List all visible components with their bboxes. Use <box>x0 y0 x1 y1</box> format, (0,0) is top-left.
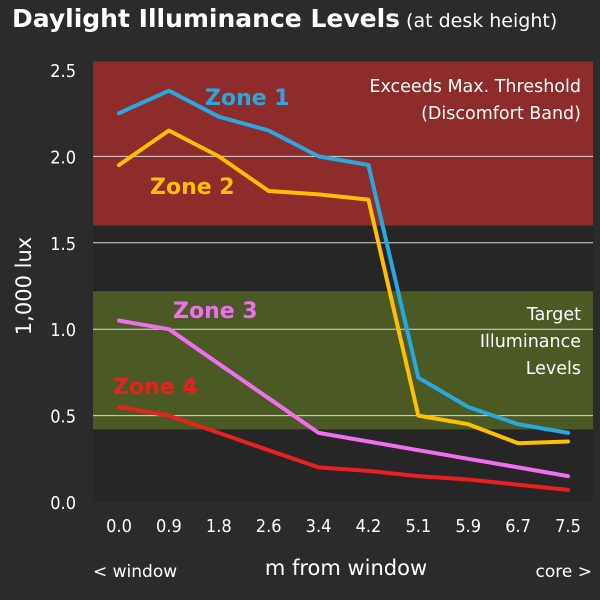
series-label-zone-1: Zone 1 <box>205 86 290 111</box>
x-axis-label: m from window <box>265 556 427 580</box>
x-tick-label: 2.6 <box>256 516 282 537</box>
x-tick-label: 5.9 <box>455 516 481 537</box>
chart-title: Daylight Illuminance Levels (at desk heig… <box>12 4 557 33</box>
y-tick-label: 2.0 <box>50 147 76 168</box>
series-label-zone-2: Zone 2 <box>150 175 235 200</box>
y-tick-label: 1.5 <box>50 234 76 255</box>
x-tick-label: 4.2 <box>356 516 382 537</box>
x-tick-label: 0.9 <box>156 516 182 537</box>
band-target-label: Target <box>526 305 581 325</box>
y-axis-label: 1,000 lux <box>12 237 36 335</box>
y-tick-label: 0.0 <box>50 493 76 514</box>
band-target-label: Illuminance <box>480 332 581 352</box>
x-window-note: < window <box>93 562 177 582</box>
x-tick-label: 5.1 <box>405 516 431 537</box>
series-line-zone-1 <box>117 88 570 435</box>
y-tick-label: 1.0 <box>50 320 76 341</box>
series-label-zone-3: Zone 3 <box>173 299 258 324</box>
chart-subtitle: (at desk height) <box>406 10 558 32</box>
band-exceeds-label: (Discomfort Band) <box>421 104 581 124</box>
band-target-label: Levels <box>526 359 581 379</box>
series-line-zone-2 <box>117 128 570 446</box>
band-target <box>93 291 593 430</box>
y-tick-label: 2.5 <box>50 61 76 82</box>
band-exceeds-label: Exceeds Max. Threshold <box>369 77 581 97</box>
x-tick-label: 7.5 <box>555 516 581 537</box>
series-line-zone-3 <box>117 318 570 479</box>
x-tick-label: 0.0 <box>106 516 132 537</box>
x-tick-label: 1.8 <box>206 516 232 537</box>
chart-title-main: Daylight Illuminance Levels <box>12 4 401 33</box>
x-tick-label: 6.7 <box>505 516 531 537</box>
x-core-note: core > <box>536 562 592 582</box>
x-tick-label: 3.4 <box>306 516 332 537</box>
y-tick-label: 0.5 <box>50 407 76 428</box>
series-line-zone-4 <box>117 405 570 492</box>
series-label-zone-4: Zone 4 <box>113 375 198 400</box>
